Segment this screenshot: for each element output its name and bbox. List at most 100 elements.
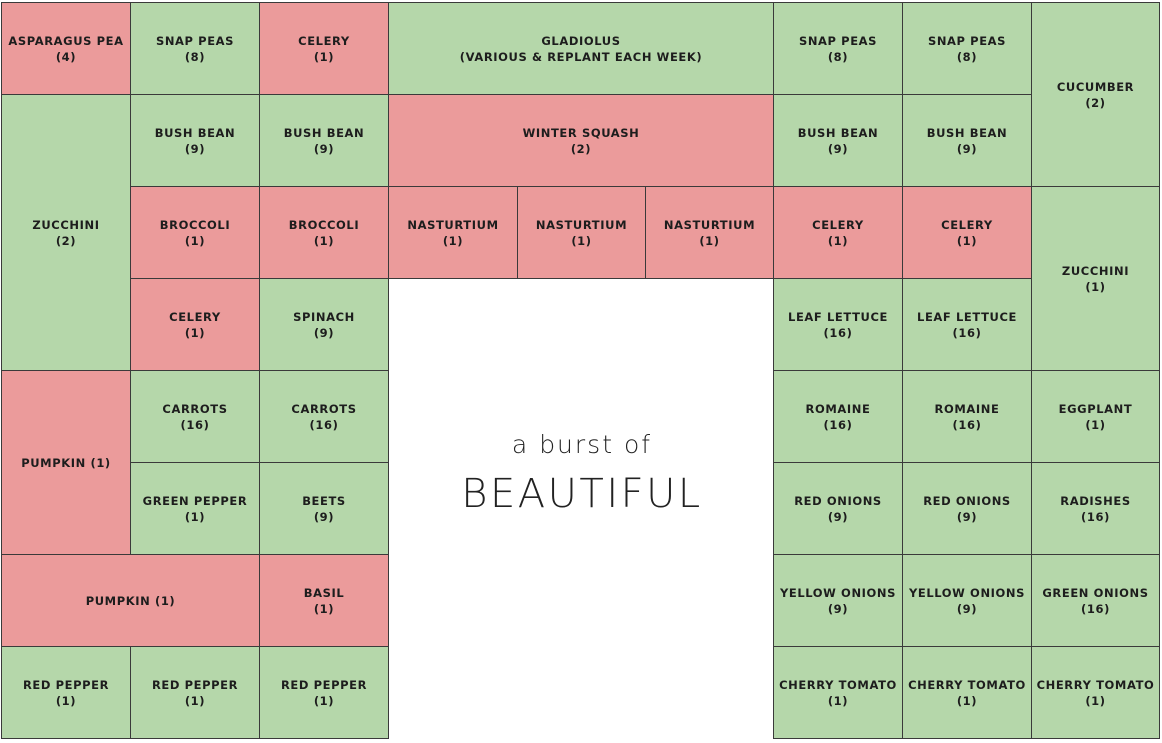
plot-zucchini-2: ZUCCHINI (1) — [1031, 186, 1160, 371]
plot-celery-3: CELERY (1) — [902, 186, 1032, 279]
plot-crop-label: RED ONIONS — [923, 493, 1011, 508]
plot-count-label: (8) — [956, 49, 978, 64]
plot-count-label: (1) — [184, 509, 206, 524]
plot-celery-4: CELERY (1) — [130, 278, 260, 371]
plot-crop-label: CELERY — [941, 217, 993, 232]
plot-crop-label: SNAP PEAS — [798, 33, 878, 48]
plot-crop-label: CELERY — [298, 33, 350, 48]
plot-count-label: (1) — [184, 693, 206, 708]
plot-crop-label: SNAP PEAS — [155, 33, 235, 48]
plot-count-label: (1) — [313, 233, 335, 248]
plot-crop-label: YELLOW ONIONS — [779, 585, 897, 600]
plot-crop-label: CUCUMBER — [1056, 79, 1135, 94]
plot-count-label: (9) — [956, 509, 978, 524]
plot-snap-peas-3: SNAP PEAS (8) — [902, 2, 1032, 95]
plot-count-label: (16) — [180, 417, 210, 432]
plot-bush-bean-3: BUSH BEAN (9) — [773, 94, 903, 187]
plot-crop-label: GLADIOLUS — [541, 33, 621, 48]
plot-count-label: (9) — [827, 141, 849, 156]
plot-celery-2: CELERY (1) — [773, 186, 903, 279]
plot-count-label: (1) — [313, 693, 335, 708]
plot-crop-label: BROCCOLI — [288, 217, 360, 232]
plot-count-label: (1) — [699, 233, 720, 248]
plot-count-label: (1) — [313, 49, 335, 64]
plot-count-label: (1) — [956, 693, 978, 708]
plot-crop-label: CELERY — [812, 217, 864, 232]
plot-spinach: SPINACH (9) — [259, 278, 389, 371]
plot-leaf-lettuce-1: LEAF LETTUCE (16) — [773, 278, 903, 371]
plot-count-label: (1) — [184, 325, 206, 340]
plot-crop-label: BUSH BEAN — [154, 125, 236, 140]
plot-count-label: (16) — [309, 417, 339, 432]
plot-crop-label: CELERY — [169, 309, 221, 324]
plot-carrots-2: CARROTS (16) — [259, 370, 389, 463]
plot-crop-label: GREEN ONIONS — [1042, 585, 1149, 600]
plot-count-label: (1) — [313, 601, 335, 616]
plot-crop-label: WINTER SQUASH — [522, 125, 640, 140]
plot-crop-label: PUMPKIN (1) — [85, 593, 176, 608]
plot-count-label: (4) — [55, 49, 77, 64]
plot-crop-label: RED ONIONS — [794, 493, 882, 508]
plot-eggplant: EGGPLANT (1) — [1031, 370, 1160, 463]
plot-crop-label: BUSH BEAN — [797, 125, 879, 140]
plot-count-label: (1) — [442, 233, 464, 248]
plot-crop-label: PUMPKIN (1) — [21, 455, 111, 470]
plot-count-label: (9) — [956, 601, 978, 616]
plot-green-onions: GREEN ONIONS (16) — [1031, 554, 1160, 647]
plot-count-label: (9) — [184, 141, 206, 156]
plot-cherry-tomato-3: CHERRY TOMATO (1) — [1031, 646, 1160, 739]
plot-basil: BASIL (1) — [259, 554, 389, 647]
plot-count-label: (2) — [570, 141, 592, 156]
plot-crop-label: SNAP PEAS — [927, 33, 1007, 48]
plot-crop-label: RADISHES — [1060, 493, 1131, 508]
plot-count-label: (8) — [184, 49, 206, 64]
plot-count-label: (1) — [184, 233, 206, 248]
plot-snap-peas-1: SNAP PEAS (8) — [130, 2, 260, 95]
plot-red-pepper-2: RED PEPPER (1) — [130, 646, 260, 739]
plot-crop-label: RED PEPPER — [280, 677, 368, 692]
plot-crop-label: LEAF LETTUCE — [917, 309, 1017, 324]
plot-crop-label: NASTURTIUM — [663, 217, 756, 232]
plot-count-label: (1) — [1085, 417, 1106, 432]
plot-count-label: (9) — [313, 325, 335, 340]
plot-nasturtium-1: NASTURTIUM (1) — [388, 186, 518, 279]
plot-crop-label: RED PEPPER — [151, 677, 239, 692]
plot-red-pepper-1: RED PEPPER (1) — [1, 646, 131, 739]
plot-crop-label: CARROTS — [162, 401, 228, 416]
plot-count-label: (9) — [827, 601, 849, 616]
plot-count-label: (1) — [571, 233, 592, 248]
plot-yellow-onions-2: YELLOW ONIONS (9) — [902, 554, 1032, 647]
plot-carrots-1: CARROTS (16) — [130, 370, 260, 463]
plot-count-label: (8) — [827, 49, 849, 64]
plot-romaine-1: ROMAINE (16) — [773, 370, 903, 463]
plot-yellow-onions-1: YELLOW ONIONS (9) — [773, 554, 903, 647]
plot-crop-label: CHERRY TOMATO — [1036, 677, 1155, 692]
plot-count-label: (16) — [823, 417, 853, 432]
plot-count-label: (9) — [827, 509, 849, 524]
plot-crop-label: ROMAINE — [934, 401, 1000, 416]
plot-nasturtium-3: NASTURTIUM (1) — [645, 186, 774, 279]
plot-pumpkin-1: PUMPKIN (1) — [1, 370, 131, 555]
plot-crop-label: BUSH BEAN — [926, 125, 1008, 140]
plot-crop-label: BROCCOLI — [159, 217, 231, 232]
plot-cucumber: CUCUMBER (2) — [1031, 2, 1160, 187]
plot-cherry-tomato-1: CHERRY TOMATO (1) — [773, 646, 903, 739]
plot-count-label: (1) — [55, 693, 77, 708]
plot-count-label: (2) — [55, 233, 77, 248]
plot-crop-label: BEETS — [302, 493, 346, 508]
plot-crop-label: NASTURTIUM — [535, 217, 628, 232]
plot-nasturtium-2: NASTURTIUM (1) — [517, 186, 646, 279]
plot-broccoli-2: BROCCOLI (1) — [259, 186, 389, 279]
plot-count-label: (1) — [1085, 693, 1106, 708]
plot-bush-bean-4: BUSH BEAN (9) — [902, 94, 1032, 187]
plot-crop-label: CHERRY TOMATO — [779, 677, 897, 692]
plot-count-label: (16) — [1081, 601, 1110, 616]
plot-snap-peas-2: SNAP PEAS (8) — [773, 2, 903, 95]
plot-gladiolus: GLADIOLUS (VARIOUS & REPLANT EACH WEEK) — [388, 2, 774, 95]
plot-cherry-tomato-2: CHERRY TOMATO (1) — [902, 646, 1032, 739]
plot-crop-label: ZUCCHINI — [32, 217, 100, 232]
plot-count-label: (1) — [1085, 279, 1106, 294]
plot-red-onions-1: RED ONIONS (9) — [773, 462, 903, 555]
plot-asparagus-pea: ASPARAGUS PEA (4) — [1, 2, 131, 95]
